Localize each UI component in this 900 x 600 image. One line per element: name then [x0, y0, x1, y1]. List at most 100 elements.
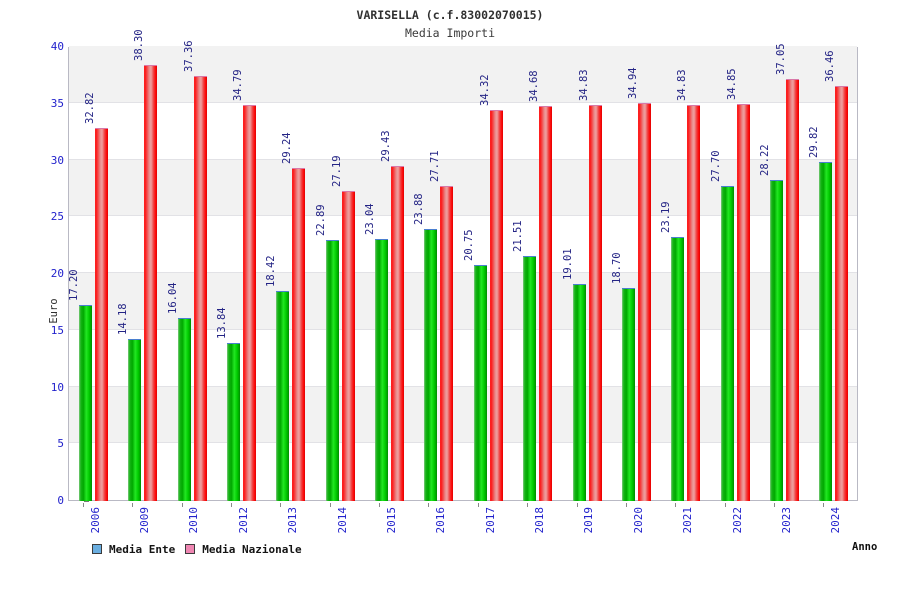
- bar-group: 16.04 37.36: [167, 40, 209, 501]
- bar-media-ente[interactable]: [523, 255, 537, 501]
- legend-item-media-nazionale[interactable]: Media Nazionale: [185, 542, 302, 556]
- bar-value-label: 32.82: [83, 91, 96, 124]
- bar-media-nazionale[interactable]: [144, 65, 158, 501]
- x-axis-tick-mark: [181, 503, 183, 507]
- bar-value-label: 34.83: [676, 69, 689, 101]
- gridline: [69, 158, 857, 160]
- bar-value-label: 14.18: [117, 303, 130, 336]
- legend-swatch-icon: [185, 544, 196, 554]
- bar-group: 19.01 34.83: [562, 47, 604, 501]
- bar-value-label: 23.04: [364, 202, 377, 235]
- y-axis-tick-label: 10: [50, 380, 64, 394]
- bar-media-ente[interactable]: [78, 304, 92, 501]
- x-axis-tick-mark: [774, 503, 776, 507]
- y-axis: Euro 0 5 10 15 20 25 30 35 40: [20, 40, 89, 507]
- bar-value-label: 13.84: [215, 307, 228, 339]
- x-axis-tick-label: 2019: [582, 507, 596, 534]
- x-axis-tick-label: 2014: [335, 507, 349, 534]
- x-axis-tick-mark: [428, 503, 430, 507]
- y-axis-tick-label: 0: [57, 494, 64, 507]
- bar-media-ente[interactable]: [276, 290, 290, 501]
- bar-value-label: 23.88: [413, 193, 426, 225]
- x-axis-tick-mark: [527, 503, 529, 507]
- bar-group: 29.82 36.46: [808, 47, 850, 501]
- bar-value-label: 29.43: [380, 130, 393, 162]
- bar-value-label: 36.46: [824, 50, 837, 83]
- x-axis-tick-label: 2016: [434, 507, 448, 534]
- gridline: [69, 101, 857, 103]
- bar-group: 17.20 32.82: [68, 47, 110, 501]
- bar-group: 13.84 34.79: [216, 47, 258, 501]
- bar-group: 20.75 34.32: [463, 47, 505, 501]
- gridline: [69, 215, 857, 217]
- bar-media-ente[interactable]: [226, 342, 240, 501]
- bar-value-label: 34.79: [231, 69, 244, 102]
- x-axis-tick-label: 2024: [829, 507, 843, 534]
- x-axis-tick-label: 2021: [681, 507, 695, 534]
- bar-value-label: 34.94: [626, 67, 639, 100]
- x-axis-tick-label: 2012: [236, 507, 250, 534]
- y-axis-label: Euro: [48, 298, 60, 324]
- bar-media-ente[interactable]: [128, 339, 142, 501]
- bar-media-ente[interactable]: [720, 185, 734, 501]
- bar-media-nazionale[interactable]: [193, 75, 207, 501]
- bar-group: 23.19 34.83: [660, 47, 702, 501]
- bar-value-label: 34.83: [577, 69, 590, 101]
- bar-media-nazionale[interactable]: [687, 104, 701, 501]
- x-axis-tick-label: 2009: [138, 507, 152, 534]
- bar-group: 22.89 27.19: [315, 47, 357, 501]
- y-axis-tick-label: 25: [50, 210, 64, 224]
- y-axis-tick-label: 40: [50, 40, 64, 53]
- bar-value-label: 23.19: [660, 201, 673, 233]
- bar-value-label: 34.32: [478, 74, 491, 107]
- bar-media-nazionale[interactable]: [94, 127, 108, 501]
- bar-media-nazionale[interactable]: [391, 165, 405, 501]
- bar-value-label: 20.75: [462, 228, 475, 261]
- bar-group: 23.04 29.43: [364, 47, 406, 501]
- bar-media-nazionale[interactable]: [637, 103, 651, 501]
- bar-value-label: 34.85: [725, 68, 738, 101]
- bar-group: 28.22 37.05: [759, 43, 801, 501]
- bar-value-label: 29.24: [281, 132, 294, 165]
- y-axis-tick-label: 20: [50, 267, 64, 280]
- bar-media-nazionale[interactable]: [539, 106, 553, 501]
- x-axis-tick-mark: [280, 503, 282, 507]
- legend-label: Media Ente: [109, 542, 176, 556]
- bar-media-nazionale[interactable]: [341, 191, 355, 501]
- x-axis: 2006 2009 2010 2012 2013 2014 2015 2016 2017 2018…: [68, 503, 858, 549]
- x-axis-tick-mark: [675, 503, 677, 507]
- x-axis-tick-mark: [625, 503, 627, 507]
- x-axis-tick-mark: [576, 503, 578, 507]
- bar-media-nazionale[interactable]: [835, 86, 849, 501]
- x-axis-tick-label: 2018: [533, 507, 547, 534]
- bar-media-nazionale[interactable]: [588, 104, 602, 501]
- bar-value-label: 22.89: [314, 204, 327, 237]
- legend-swatch-icon: [92, 544, 102, 554]
- bar-media-nazionale[interactable]: [736, 104, 750, 501]
- bar-media-ente[interactable]: [819, 161, 833, 501]
- gridline: [69, 272, 857, 273]
- bar-value-label: 21.51: [512, 220, 525, 252]
- bar-media-nazionale[interactable]: [489, 110, 503, 501]
- bar-media-ente[interactable]: [671, 236, 685, 501]
- bar-media-nazionale[interactable]: [242, 105, 256, 501]
- legend-item-media-ente[interactable]: Media Ente: [92, 543, 175, 556]
- gridline: [69, 385, 857, 387]
- bar-media-nazionale[interactable]: [292, 168, 306, 501]
- bar-media-ente[interactable]: [375, 238, 389, 501]
- bar-value-label: 28.22: [759, 144, 772, 176]
- bar-group: 23.88 27.71: [413, 47, 455, 501]
- bar-media-ente[interactable]: [325, 240, 339, 501]
- bar-media-ente[interactable]: [473, 264, 487, 501]
- bar-groups: 17.20 32.82 14.18 38.30 16.04 37.36 13.84 34.79…: [68, 30, 858, 501]
- bar-media-nazionale[interactable]: [440, 185, 454, 501]
- bar-value-label: 37.05: [775, 43, 788, 76]
- bar-media-ente[interactable]: [177, 317, 191, 501]
- bar-media-ente[interactable]: [424, 228, 438, 501]
- bar-media-nazionale[interactable]: [786, 79, 800, 501]
- legend-label: Media Nazionale: [202, 542, 302, 556]
- bar-media-ente[interactable]: [572, 284, 586, 501]
- bar-media-ente[interactable]: [621, 287, 635, 501]
- bar-media-ente[interactable]: [770, 179, 784, 501]
